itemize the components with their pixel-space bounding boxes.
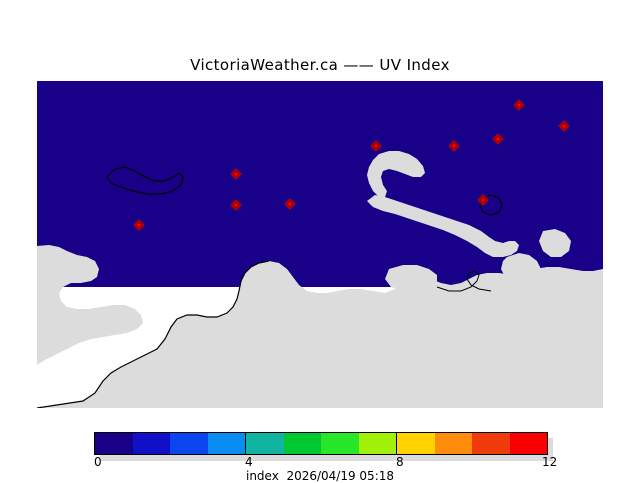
colorbar-segment-9-10 xyxy=(434,433,472,454)
land-island-chain xyxy=(367,195,519,257)
station-marker[interactable] xyxy=(370,140,382,152)
colorbar-gradient[interactable] xyxy=(94,432,548,455)
page-title: VictoriaWeather.ca —— UV Index xyxy=(190,56,450,74)
station-marker[interactable] xyxy=(513,99,525,111)
colorbar-tick-0: 0 xyxy=(94,455,102,469)
station-marker[interactable] xyxy=(230,199,242,211)
colorbar-tick-12: 12 xyxy=(542,455,558,469)
station-marker[interactable] xyxy=(133,219,145,231)
land-mid-inlet-island xyxy=(385,265,437,291)
uv-index-raster-map xyxy=(37,81,603,408)
colorbar-shadow-right xyxy=(547,438,553,461)
land-mainland-south xyxy=(37,261,603,408)
colorbar-segment-11-12 xyxy=(509,433,547,454)
station-marker[interactable] xyxy=(230,168,242,180)
colorbar-segment-7-8 xyxy=(358,433,397,454)
land-east-islands-2 xyxy=(539,229,571,257)
station-marker[interactable] xyxy=(477,194,489,206)
colorbar-legend: 0 4 8 12 index 2026/04/19 05:18 xyxy=(0,425,640,483)
land-east-islands xyxy=(501,253,541,285)
station-marker[interactable] xyxy=(448,140,460,152)
colorbar-tick-4: 4 xyxy=(245,455,253,469)
coastline-south xyxy=(37,260,270,408)
land-west-block xyxy=(37,245,143,365)
station-marker[interactable] xyxy=(558,120,570,132)
station-markers[interactable] xyxy=(133,99,570,231)
colorbar-segment-4-5 xyxy=(246,433,284,454)
colorbar-caption: index 2026/04/19 05:18 xyxy=(245,469,395,483)
station-marker[interactable] xyxy=(284,198,296,210)
colorbar-segment-10-11 xyxy=(472,433,510,454)
coastline-southeast xyxy=(436,270,492,292)
colorbar-segment-5-6 xyxy=(283,433,321,454)
colorbar-segment-2-3 xyxy=(170,433,208,454)
colorbar-segment-0-1 xyxy=(95,433,133,454)
colorbar-tick-8: 8 xyxy=(396,455,404,469)
map-plot-area[interactable] xyxy=(37,81,603,408)
colorbar-segment-3-4 xyxy=(207,433,246,454)
station-marker[interactable] xyxy=(492,133,504,145)
colorbar-segment-6-7 xyxy=(321,433,359,454)
colorbar-segment-1-2 xyxy=(132,433,170,454)
land-north-spit xyxy=(367,151,425,197)
island-outline-west[interactable] xyxy=(106,166,184,195)
colorbar-shadow-bottom xyxy=(100,455,552,461)
colorbar-segment-8-9 xyxy=(397,433,435,454)
